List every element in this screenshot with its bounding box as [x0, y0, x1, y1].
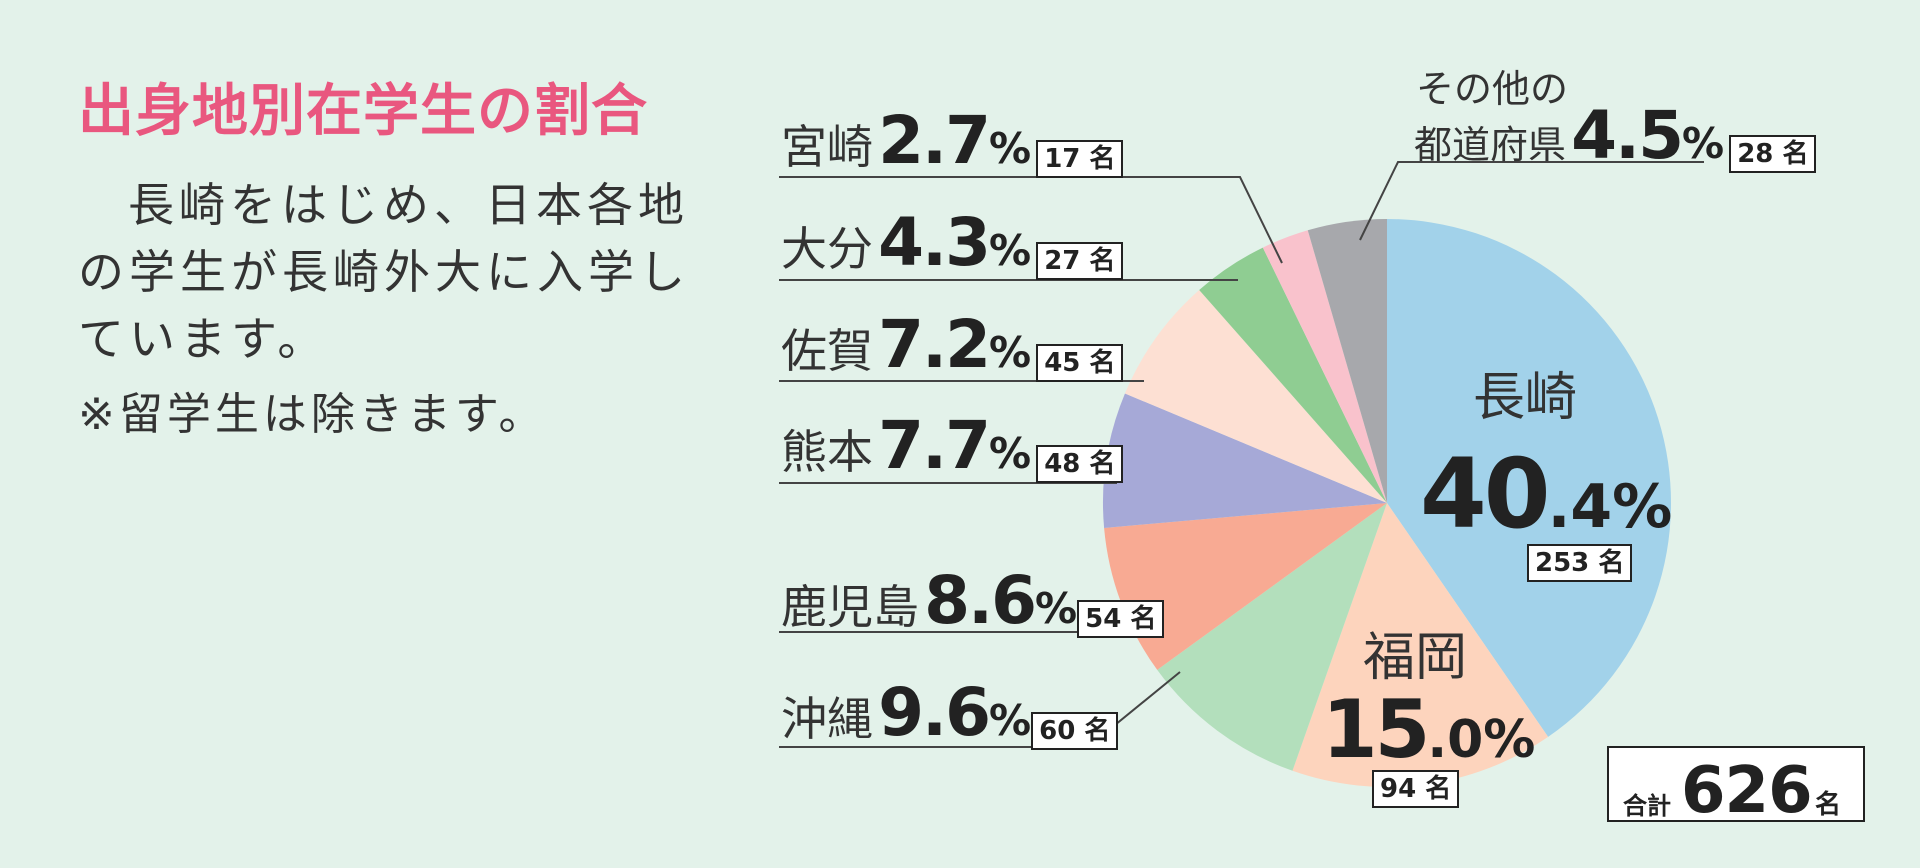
description-line-1: 長崎をはじめ、日本各地	[128, 178, 689, 232]
label-fukuoka-name: 福岡	[1362, 628, 1467, 688]
label-kumamoto-name: 熊本	[781, 425, 873, 479]
exclusion-note: ※留学生は除きます。	[78, 389, 547, 440]
pie-slice-saga	[1124, 289, 1387, 503]
label-miyazaki: 宮崎 2.7% 17 名	[781, 108, 1124, 178]
label-saga-value: 7.2	[878, 306, 991, 383]
label-oita-name: 大分	[781, 222, 873, 276]
pie-slice-other	[1307, 219, 1387, 503]
pie-slice-kagoshima	[1104, 503, 1387, 670]
pie-slice-oita	[1199, 247, 1387, 503]
label-kagoshima-percent: %	[1035, 584, 1078, 633]
label-fukuoka-percent: .0%	[1427, 710, 1536, 770]
label-kagoshima-name: 鹿児島	[781, 580, 919, 634]
label-oita-value: 4.3	[878, 204, 991, 281]
label-oita-percent: %	[989, 226, 1032, 275]
label-kagoshima-value: 8.6	[924, 562, 1037, 639]
label-miyazaki-value: 2.7	[878, 102, 991, 179]
label-kagoshima: 鹿児島 8.6% 54 名	[781, 568, 1165, 638]
label-nagasaki-name: 長崎	[1472, 368, 1577, 428]
label-other-percent: %	[1682, 119, 1725, 168]
label-kumamoto-value: 7.7	[878, 407, 991, 484]
pie-slice-nagasaki	[1387, 219, 1672, 737]
label-nagasaki-percent: .4%	[1547, 472, 1673, 542]
label-saga-percent: %	[989, 328, 1032, 377]
label-okinawa-percent: %	[989, 696, 1032, 745]
label-okinawa-name: 沖縄	[781, 692, 873, 746]
total-label: 合計	[1623, 792, 1671, 820]
total-box: 合計 626 名	[1607, 746, 1865, 828]
pie-slice-miyazaki	[1262, 230, 1387, 503]
label-okinawa-count: 60 名	[1031, 711, 1119, 750]
label-saga-name: 佐賀	[781, 324, 873, 378]
label-other: その他の	[1414, 70, 1568, 108]
label-oita-count: 27 名	[1036, 241, 1124, 280]
label-fukuoka-count-wrap: 94 名	[1372, 770, 1460, 808]
label-fukuoka-count: 94 名	[1372, 770, 1460, 808]
description: 長崎をはじめ、日本各地 の学生が長崎外大に入学し ています。	[78, 172, 698, 373]
total-value: 626	[1681, 754, 1813, 828]
label-kumamoto: 熊本 7.7% 48 名	[781, 413, 1124, 483]
label-nagasaki-value: 40	[1420, 438, 1551, 550]
label-kumamoto-percent: %	[989, 429, 1032, 478]
label-fukuoka-value: 15	[1322, 683, 1430, 776]
label-other-count: 28 名	[1729, 134, 1817, 173]
label-other-name-2: 都道府県	[1414, 123, 1567, 167]
label-fukuoka-name-wrap: 福岡	[1360, 632, 1470, 684]
label-fukuoka-value-wrap: 15.0%	[1322, 690, 1535, 770]
label-okinawa-value: 9.6	[878, 674, 991, 751]
chart-title: 出身地別在学生の割合	[78, 79, 648, 144]
label-nagasaki-name-wrap: 長崎	[1420, 372, 1630, 424]
total-unit: 名	[1815, 790, 1842, 820]
label-other-row: 都道府県 4.5% 28 名	[1414, 103, 1817, 173]
label-miyazaki-count: 17 名	[1036, 139, 1124, 178]
label-saga-count: 45 名	[1036, 343, 1124, 382]
description-line-2: の学生が長崎外大に入学し	[78, 245, 690, 299]
label-other-value: 4.5	[1571, 97, 1684, 174]
pie-slice-okinawa	[1157, 503, 1387, 771]
label-nagasaki-value-wrap: 40.4%	[1420, 446, 1672, 542]
description-line-3: ています。	[78, 312, 329, 366]
label-miyazaki-name: 宮崎	[781, 120, 873, 174]
label-nagasaki-count: 253 名	[1527, 544, 1633, 582]
label-okinawa: 沖縄 9.6% 60 名	[781, 680, 1119, 750]
label-oita: 大分 4.3% 27 名	[781, 210, 1124, 280]
leader-line-other	[1359, 161, 1704, 241]
pie-slice-fukuoka	[1292, 503, 1549, 787]
label-other-name-1: その他の	[1416, 67, 1569, 111]
label-miyazaki-percent: %	[989, 124, 1032, 173]
label-kumamoto-count: 48 名	[1036, 444, 1124, 483]
label-nagasaki-count-wrap: 253 名	[1527, 544, 1633, 582]
label-kagoshima-count: 54 名	[1077, 599, 1165, 638]
pie-slice-kumamoto	[1102, 393, 1387, 528]
label-saga: 佐賀 7.2% 45 名	[781, 312, 1124, 382]
leader-line-miyazaki	[779, 176, 1283, 264]
